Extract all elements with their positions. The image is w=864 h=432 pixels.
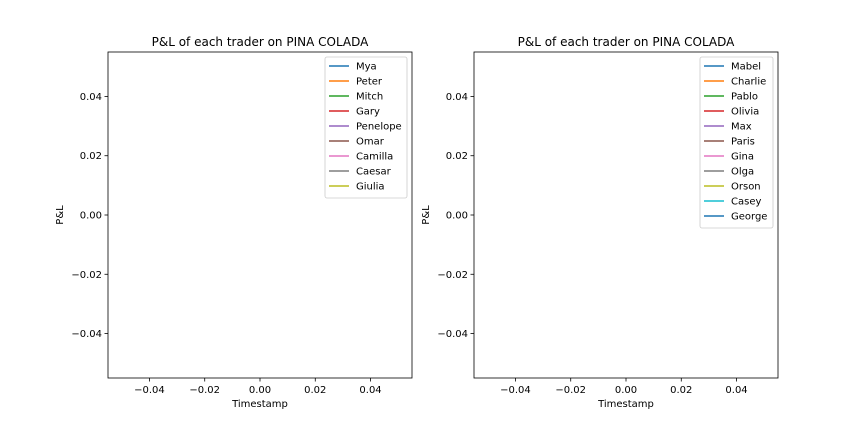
legend-label: Casey bbox=[731, 197, 761, 208]
legend-label: Orson bbox=[731, 182, 761, 193]
x-tick-label: −0.02 bbox=[555, 385, 586, 396]
chart-panel-1: P&L of each trader on PINA COLADA 0.04 0.0… bbox=[55, 35, 413, 410]
chart-panel-2: P&L of each trader on PINA COLADA 0.04 0.0… bbox=[421, 35, 779, 410]
y-tick-label: 0.04 bbox=[446, 92, 468, 103]
x-axis-label: Timestamp bbox=[597, 399, 654, 410]
legend: Mabel Charlie Pablo Olivia Max Paris Gina Olga O… bbox=[699, 56, 774, 229]
legend-label: Gary bbox=[356, 107, 380, 118]
y-tick-label: 0.00 bbox=[80, 211, 102, 222]
x-tick-label: 0.04 bbox=[359, 385, 381, 396]
legend-label: Penelope bbox=[356, 122, 402, 133]
y-tick-label: −0.04 bbox=[71, 329, 102, 340]
legend-label: Peter bbox=[356, 77, 383, 88]
legend-label: Giulia bbox=[356, 182, 385, 193]
legend-label: Mya bbox=[356, 62, 377, 73]
x-tick-label: −0.04 bbox=[500, 385, 531, 396]
x-axis-label: Timestamp bbox=[231, 399, 288, 410]
legend-label: Charlie bbox=[731, 77, 766, 88]
legend-label: Omar bbox=[356, 137, 385, 148]
legend-label: Olivia bbox=[731, 107, 759, 118]
x-tick-label: 0.00 bbox=[615, 385, 637, 396]
y-tick-label: 0.02 bbox=[446, 151, 468, 162]
y-tick-label: 0.00 bbox=[446, 211, 468, 222]
legend-label: Mabel bbox=[731, 62, 761, 73]
legend-label: Pablo bbox=[731, 92, 758, 103]
legend-label: Mitch bbox=[356, 92, 383, 103]
y-tick-label: 0.02 bbox=[80, 151, 102, 162]
y-tick-label: 0.04 bbox=[80, 92, 102, 103]
legend-label: Camilla bbox=[356, 152, 393, 163]
legend-label: Olga bbox=[731, 167, 754, 178]
x-tick-label: 0.02 bbox=[304, 385, 326, 396]
x-tick-label: −0.02 bbox=[189, 385, 220, 396]
y-axis-label: P&L bbox=[421, 205, 432, 225]
y-tick-label: −0.02 bbox=[71, 270, 102, 281]
x-tick-label: 0.02 bbox=[670, 385, 692, 396]
x-tick-label: −0.04 bbox=[134, 385, 165, 396]
y-tick-label: −0.04 bbox=[437, 329, 468, 340]
charts-container: P&L of each trader on PINA COLADA 0.04 0.0… bbox=[55, 35, 779, 410]
legend-label: Gina bbox=[731, 152, 754, 163]
chart-title: P&L of each trader on PINA COLADA bbox=[518, 35, 736, 49]
x-tick-label: 0.00 bbox=[249, 385, 271, 396]
legend-label: Caesar bbox=[356, 167, 392, 178]
legend-label: Max bbox=[731, 122, 752, 133]
legend-label: Paris bbox=[731, 137, 755, 148]
x-tick-label: 0.04 bbox=[725, 385, 747, 396]
y-tick-label: −0.02 bbox=[437, 270, 468, 281]
chart-title: P&L of each trader on PINA COLADA bbox=[152, 35, 370, 49]
legend: Mya Peter Mitch Gary Penelope Omar Camilla Caes… bbox=[324, 56, 408, 199]
legend-label: George bbox=[731, 212, 767, 223]
y-axis-label: P&L bbox=[55, 205, 66, 225]
legend-box bbox=[324, 56, 408, 199]
